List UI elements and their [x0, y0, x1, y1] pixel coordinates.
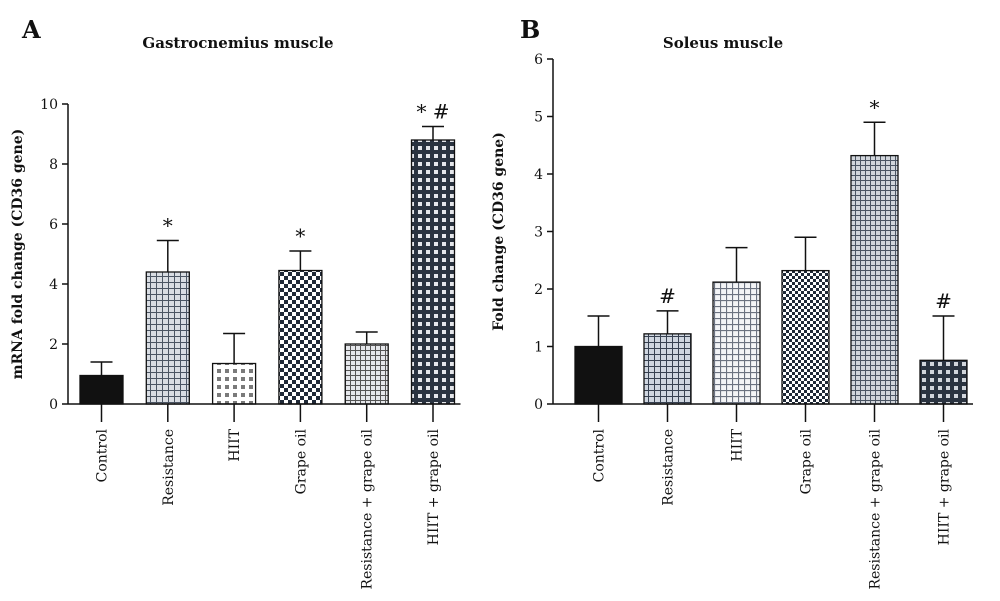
chart-title: Gastrocnemius muscle — [142, 34, 333, 52]
y-tick-label: 5 — [534, 110, 543, 126]
x-tick-label: Resistance + grape oil — [360, 428, 376, 589]
y-tick-label: 4 — [49, 277, 58, 293]
significance-mark: * — [163, 214, 173, 238]
x-tick-label: HIIT — [227, 428, 243, 461]
significance-mark: * — [295, 224, 305, 248]
bar — [278, 269, 323, 405]
x-tick-label: Control — [592, 428, 608, 482]
significance-mark: # — [935, 289, 952, 313]
y-axis-title: Fold change (CD36 gene) — [491, 132, 507, 331]
y-tick-label: 8 — [49, 157, 58, 173]
x-tick-label: Grape oil — [293, 428, 309, 494]
x-tick-label: HIIT + grape oil — [426, 428, 442, 545]
significance-mark: * # — [416, 100, 449, 124]
bar — [712, 281, 761, 405]
y-tick-label: 0 — [49, 397, 58, 413]
y-tick-label: 4 — [534, 167, 543, 183]
x-tick-label: HIIT + grape oil — [937, 428, 953, 545]
bar — [574, 345, 623, 405]
bar — [410, 139, 456, 405]
bar — [850, 154, 899, 405]
chart-panel-b: B Soleus muscle 0 1 2 3 4 5 6 Fold change (CD36 g… — [491, 15, 973, 590]
chart-title: Soleus muscle — [663, 34, 783, 52]
x-tick-label: Grape oil — [799, 428, 815, 494]
x-tick-label: HIIT — [730, 428, 746, 461]
bar — [79, 374, 124, 405]
x-tick-label: Resistance + grape oil — [868, 428, 884, 589]
bar — [145, 271, 190, 405]
bar — [781, 269, 830, 405]
y-tick-label: 2 — [534, 282, 543, 298]
y-tick-label: 6 — [49, 217, 58, 233]
significance-mark: * — [870, 95, 880, 119]
bar — [643, 333, 692, 405]
panel-letter: A — [21, 15, 41, 44]
y-tick-label: 0 — [534, 397, 543, 413]
chart-panel-a: A Gastrocnemius muscle 0 2 4 6 8 10 mRNA fold ch… — [10, 15, 461, 590]
bar — [344, 343, 389, 405]
panel-letter: B — [520, 15, 540, 44]
x-tick-label: Resistance — [161, 429, 177, 506]
y-tick-label: 3 — [534, 225, 543, 241]
x-tick-label: Resistance — [661, 429, 677, 506]
x-tick-label: Control — [95, 428, 111, 482]
y-tick-label: 1 — [534, 340, 543, 356]
y-tick-label: 10 — [40, 97, 58, 113]
y-tick-label: 6 — [534, 52, 543, 68]
y-tick-label: 2 — [49, 337, 58, 353]
bar — [919, 359, 968, 405]
y-axis-title: mRNA fold change (CD36 gene) — [10, 129, 26, 380]
significance-mark: # — [659, 284, 676, 308]
bar — [211, 362, 257, 405]
